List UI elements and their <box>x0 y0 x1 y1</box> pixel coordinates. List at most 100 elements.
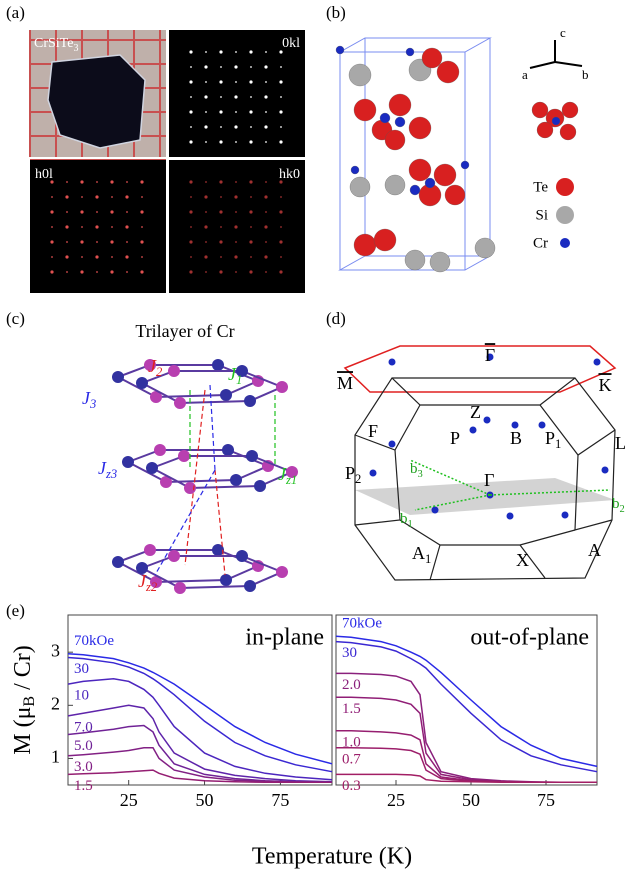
label-main: Γ <box>484 470 494 490</box>
spot <box>110 180 113 183</box>
spot <box>234 225 237 228</box>
axis-label: b <box>582 67 589 82</box>
spot <box>66 181 68 183</box>
label-sub: 1 <box>425 552 431 566</box>
spot <box>189 240 192 243</box>
spot <box>249 240 252 243</box>
spot <box>219 180 222 183</box>
atom <box>336 46 344 54</box>
hexagon <box>142 371 282 403</box>
series-label: 0.7 <box>342 751 361 767</box>
panel-label: (a) <box>6 3 25 22</box>
annotation: in-plane <box>245 625 324 651</box>
cr-atom <box>168 550 180 562</box>
cr-atom <box>154 444 166 456</box>
y-axis-label: M (μB / Cr) <box>10 645 38 755</box>
cr-atom <box>230 474 242 486</box>
spot <box>126 211 128 213</box>
spot <box>279 240 282 243</box>
bz-point <box>507 513 514 520</box>
spot <box>250 66 252 68</box>
label-sub: 3 <box>89 397 96 411</box>
spot <box>204 225 207 228</box>
series-label: 70kOe <box>74 633 114 649</box>
atom <box>562 102 578 118</box>
label: F <box>368 421 378 441</box>
atom <box>409 117 431 139</box>
spot <box>189 180 192 183</box>
label-sub: 2 <box>620 504 625 515</box>
x-tick-label: 75 <box>537 790 555 810</box>
spot <box>204 255 207 258</box>
spot <box>205 81 207 83</box>
spot <box>250 226 252 228</box>
spot <box>235 51 237 53</box>
atom <box>351 166 359 174</box>
spot <box>141 226 143 228</box>
bz-points: MΓKZFPBP1LP2b3b1Γb2A1XA <box>337 345 626 570</box>
label-sub: 3 <box>418 469 423 480</box>
label-main: b <box>410 461 418 477</box>
spot <box>66 241 68 243</box>
legend-te <box>556 178 574 196</box>
y-tick-label: 3 <box>51 640 60 660</box>
y-tick-label: 2 <box>51 693 60 713</box>
series-label: 3.0 <box>74 759 93 775</box>
cr-atom <box>178 450 190 462</box>
spot <box>190 96 192 98</box>
label-sub: z1 <box>285 473 297 487</box>
spot <box>265 141 267 143</box>
spot <box>126 241 128 243</box>
label-main: Z <box>470 402 481 422</box>
y-label-part: M (μ <box>10 707 36 755</box>
spot <box>125 195 128 198</box>
cr-atom <box>276 566 288 578</box>
spot <box>220 256 222 258</box>
series-label: 0.3 <box>342 778 361 794</box>
panel-label: (b) <box>326 3 346 22</box>
spot <box>219 240 222 243</box>
spot <box>110 210 113 213</box>
cr-atom <box>244 395 256 407</box>
atom <box>395 117 405 127</box>
sample-sub: 3 <box>73 43 78 54</box>
spot <box>204 125 207 128</box>
atom <box>385 130 405 150</box>
spot <box>279 140 282 143</box>
spot <box>65 255 68 258</box>
atom <box>406 48 414 56</box>
spot <box>111 196 113 198</box>
spot <box>51 196 53 198</box>
cr-atom <box>146 462 158 474</box>
series-label: 30 <box>74 661 89 677</box>
panel-label: (e) <box>6 601 25 620</box>
exchange-path <box>215 470 225 575</box>
spot <box>219 50 222 53</box>
atom <box>350 177 370 197</box>
cr-atom <box>112 371 124 383</box>
label-main: P <box>545 428 555 448</box>
spot <box>249 210 252 213</box>
bz-point <box>470 427 477 434</box>
spot <box>80 210 83 213</box>
image-label: h0l <box>35 167 53 182</box>
spot <box>190 66 192 68</box>
series-label: 2.0 <box>342 677 361 693</box>
label: Γ <box>485 345 495 365</box>
spot <box>80 180 83 183</box>
spot <box>235 211 237 213</box>
label: A <box>588 540 601 560</box>
spot <box>280 196 282 198</box>
label-main: X <box>516 550 529 570</box>
curve <box>336 673 597 782</box>
label: b3 <box>410 461 423 480</box>
bz-point <box>562 512 569 519</box>
label-sub: 1 <box>408 519 413 530</box>
atom <box>380 113 390 123</box>
label: J3 <box>82 388 96 411</box>
spot <box>205 51 207 53</box>
bz-point <box>484 417 491 424</box>
spot <box>95 225 98 228</box>
label: P1 <box>545 428 561 451</box>
cr-atom <box>276 381 288 393</box>
